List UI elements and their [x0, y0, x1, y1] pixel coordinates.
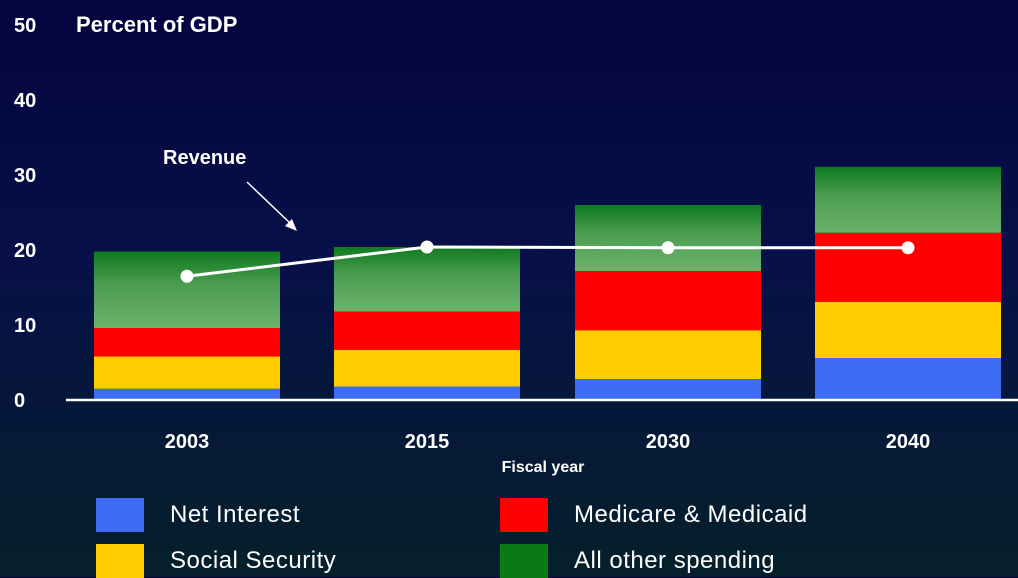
y-tick-label-20: 20: [14, 240, 36, 262]
x-axis-label: Fiscal year: [502, 459, 585, 476]
bar-2040-net-interest: [815, 358, 1001, 400]
bar-2015-net-interest: [334, 386, 520, 400]
y-tick-label-50: 50: [14, 15, 36, 37]
revenue-annotation-arrowhead: [285, 219, 297, 231]
bar-2030-all-other-spending: [575, 205, 761, 271]
bar-2030-social-security: [575, 330, 761, 379]
bar-2003-all-other-spending: [94, 251, 280, 328]
revenue-point-2003: [180, 269, 194, 283]
y-axis-label: Percent of GDP: [76, 12, 237, 37]
bar-2003-net-interest: [94, 388, 280, 400]
x-tick-label-2003: 2003: [165, 431, 210, 453]
bar-2015-all-other-spending: [334, 247, 520, 312]
x-tick-label-2015: 2015: [405, 431, 450, 453]
revenue-point-2030: [661, 241, 675, 255]
bar-2040-all-other-spending: [815, 166, 1001, 233]
bar-2030-net-interest: [575, 379, 761, 400]
bar-2040-social-security: [815, 301, 1001, 358]
y-tick-label-30: 30: [14, 165, 36, 187]
bar-2030-medicare-medicaid: [575, 271, 761, 331]
bar-2003-medicare-medicaid: [94, 328, 280, 357]
bar-2015-medicare-medicaid: [334, 311, 520, 350]
revenue-line: [186, 245, 908, 278]
y-tick-label-0: 0: [14, 390, 25, 412]
x-tick-label-2030: 2030: [646, 431, 691, 453]
y-tick-label-40: 40: [14, 90, 36, 112]
bar-2003-social-security: [94, 356, 280, 389]
revenue-point-2015: [420, 240, 434, 254]
y-tick-label-10: 10: [14, 315, 36, 337]
bar-2015-social-security: [334, 349, 520, 387]
revenue-annotation: Revenue: [163, 147, 246, 169]
revenue-point-2040: [901, 241, 915, 255]
x-tick-label-2040: 2040: [886, 431, 931, 453]
revenue-annotation-arrow: [246, 181, 292, 225]
